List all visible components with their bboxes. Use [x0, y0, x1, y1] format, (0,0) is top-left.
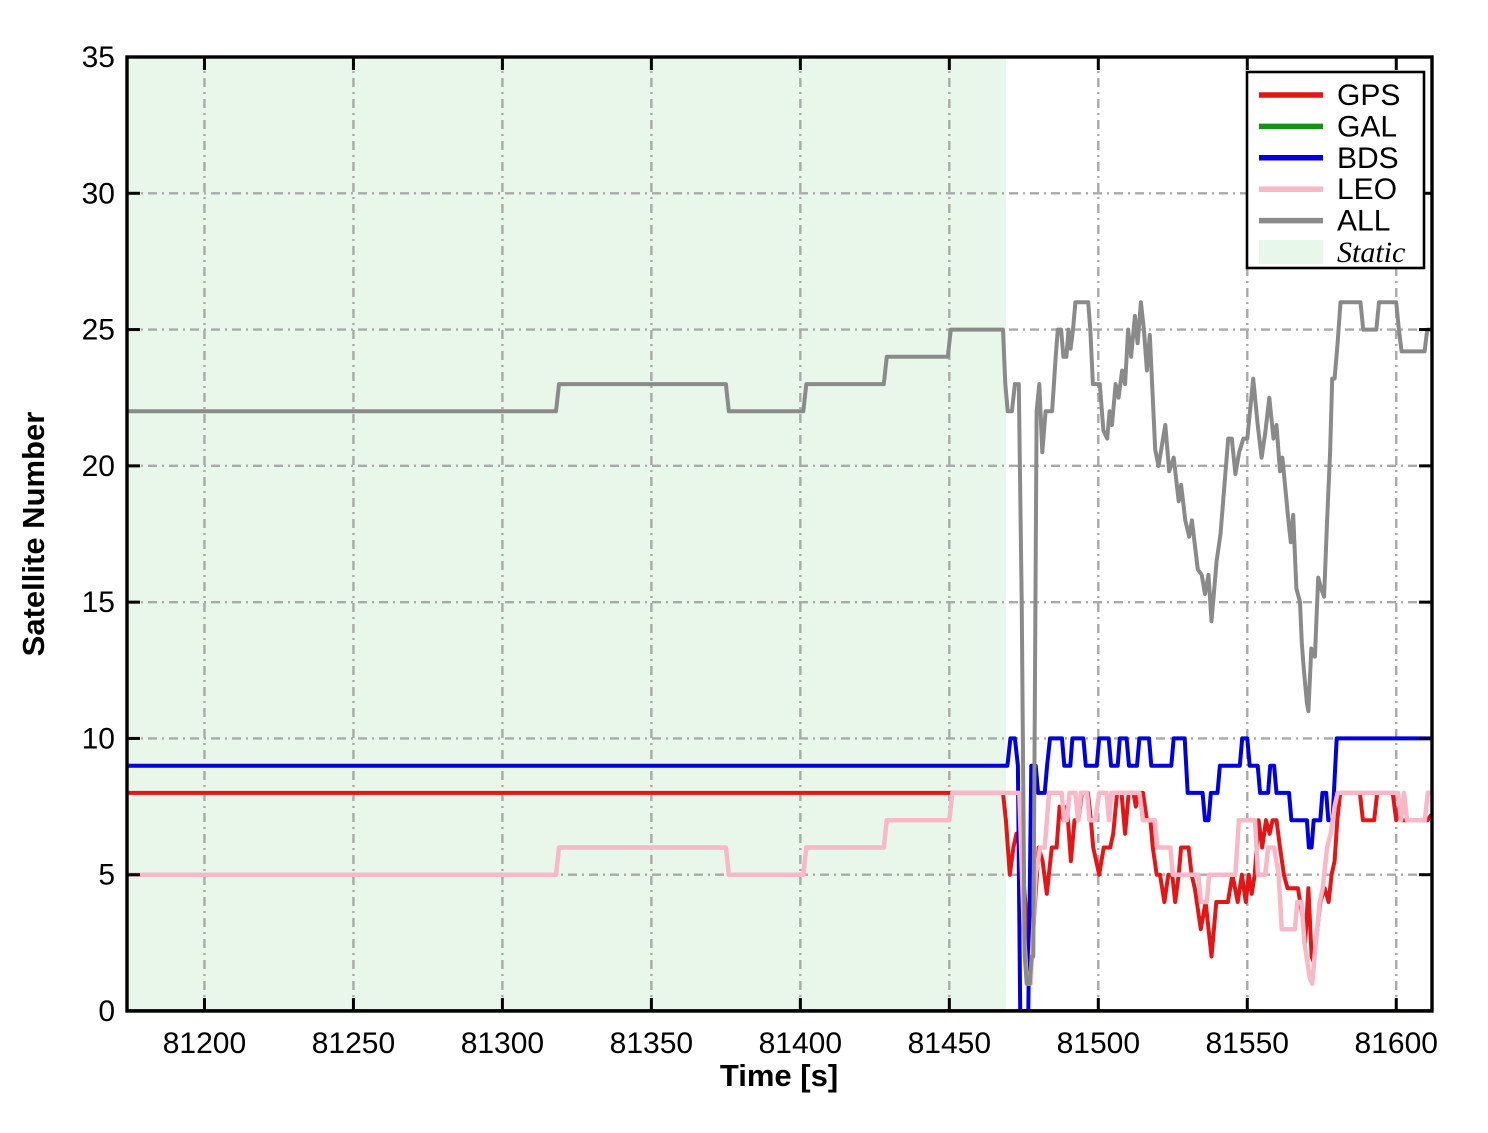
y-tick-label: 0 — [98, 995, 115, 1028]
chart-background-layer — [127, 57, 1432, 1011]
y-tick-label: 15 — [82, 586, 115, 619]
legend-label-bds: BDS — [1337, 142, 1399, 175]
x-tick-label: 81450 — [908, 1027, 991, 1060]
chart-series-layer — [127, 300, 1432, 1011]
y-tick-label: 10 — [82, 722, 115, 755]
y-tick-label: 25 — [82, 314, 115, 347]
x-tick-label: 81500 — [1057, 1027, 1140, 1060]
legend-label-static: Static — [1337, 236, 1405, 269]
x-tick-label: 81550 — [1206, 1027, 1289, 1060]
chart-axes-layer: 81200 81250 81300 81350 81400 81450 81500 81550… — [82, 41, 1438, 1060]
x-tick-label: 81300 — [461, 1027, 544, 1060]
x-tick-label: 81350 — [610, 1027, 693, 1060]
y-tick-label: 35 — [82, 41, 115, 74]
legend-label-gps: GPS — [1337, 79, 1400, 112]
x-tick-label: 81200 — [163, 1027, 246, 1060]
x-tick-label: 81250 — [312, 1027, 395, 1060]
plot-border — [125, 55, 1434, 1013]
legend-patch-static — [1259, 240, 1323, 264]
y-tick-label: 30 — [82, 177, 115, 210]
series-line-leo — [127, 790, 1432, 986]
legend-label-all: ALL — [1337, 205, 1390, 238]
x-tick-label: 81400 — [759, 1027, 842, 1060]
y-tick-label: 5 — [98, 859, 115, 892]
y-axis-label: Satellite Number — [16, 412, 51, 657]
legend-label-gal: GAL — [1337, 110, 1397, 143]
legend-label-leo: LEO — [1337, 173, 1397, 206]
x-axis-label: Time [s] — [720, 1058, 838, 1093]
y-tick-label: 20 — [82, 450, 115, 483]
series-line-bds — [127, 736, 1432, 1011]
static-region-shading — [127, 57, 1006, 1011]
series-line-all — [127, 300, 1432, 986]
legend-box — [1245, 70, 1426, 270]
x-tick-label: 81600 — [1355, 1027, 1438, 1060]
